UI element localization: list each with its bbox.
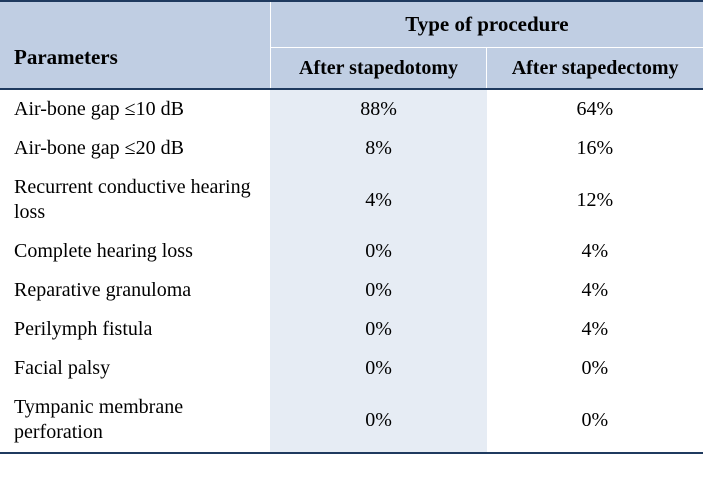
column-group-header-procedure: Type of procedure	[270, 1, 703, 48]
cell-stapedectomy: 12%	[487, 168, 703, 232]
table-row: Reparative granuloma 0% 4%	[0, 271, 703, 310]
cell-stapedotomy: 0%	[270, 232, 486, 271]
cell-stapedotomy: 0%	[270, 388, 486, 453]
column-header-stapedotomy: After stapedotomy	[270, 48, 486, 90]
cell-parameter: Tympanic membrane perforation	[0, 388, 270, 453]
table-row: Facial palsy 0% 0%	[0, 349, 703, 388]
results-table-container: Parameters Type of procedure After stape…	[0, 0, 703, 500]
cell-stapedectomy: 4%	[487, 310, 703, 349]
cell-stapedotomy: 0%	[270, 349, 486, 388]
cell-parameter: Perilymph fistula	[0, 310, 270, 349]
cell-parameter: Complete hearing loss	[0, 232, 270, 271]
table-row: Perilymph fistula 0% 4%	[0, 310, 703, 349]
cell-stapedotomy: 8%	[270, 129, 486, 168]
cell-stapedectomy: 16%	[487, 129, 703, 168]
table-row: Recurrent conductive hearing loss 4% 12%	[0, 168, 703, 232]
cell-stapedectomy: 64%	[487, 89, 703, 129]
column-header-stapedectomy: After stapedectomy	[487, 48, 703, 90]
table-row: Complete hearing loss 0% 4%	[0, 232, 703, 271]
cell-stapedectomy: 0%	[487, 388, 703, 453]
cell-stapedotomy: 0%	[270, 271, 486, 310]
cell-stapedotomy: 0%	[270, 310, 486, 349]
cell-stapedotomy: 4%	[270, 168, 486, 232]
cell-parameter: Facial palsy	[0, 349, 270, 388]
cell-stapedotomy: 88%	[270, 89, 486, 129]
cell-parameter: Air-bone gap ≤20 dB	[0, 129, 270, 168]
cell-stapedectomy: 4%	[487, 271, 703, 310]
table-row: Tympanic membrane perforation 0% 0%	[0, 388, 703, 453]
cell-parameter: Recurrent conductive hearing loss	[0, 168, 270, 232]
cell-stapedectomy: 0%	[487, 349, 703, 388]
results-table: Parameters Type of procedure After stape…	[0, 0, 703, 454]
table-row: Air-bone gap ≤10 dB 88% 64%	[0, 89, 703, 129]
table-header: Parameters Type of procedure After stape…	[0, 1, 703, 89]
cell-stapedectomy: 4%	[487, 232, 703, 271]
cell-parameter: Reparative granuloma	[0, 271, 270, 310]
table-row: Air-bone gap ≤20 dB 8% 16%	[0, 129, 703, 168]
cell-parameter: Air-bone gap ≤10 dB	[0, 89, 270, 129]
table-body: Air-bone gap ≤10 dB 88% 64% Air-bone gap…	[0, 89, 703, 453]
column-header-parameters: Parameters	[0, 1, 270, 89]
